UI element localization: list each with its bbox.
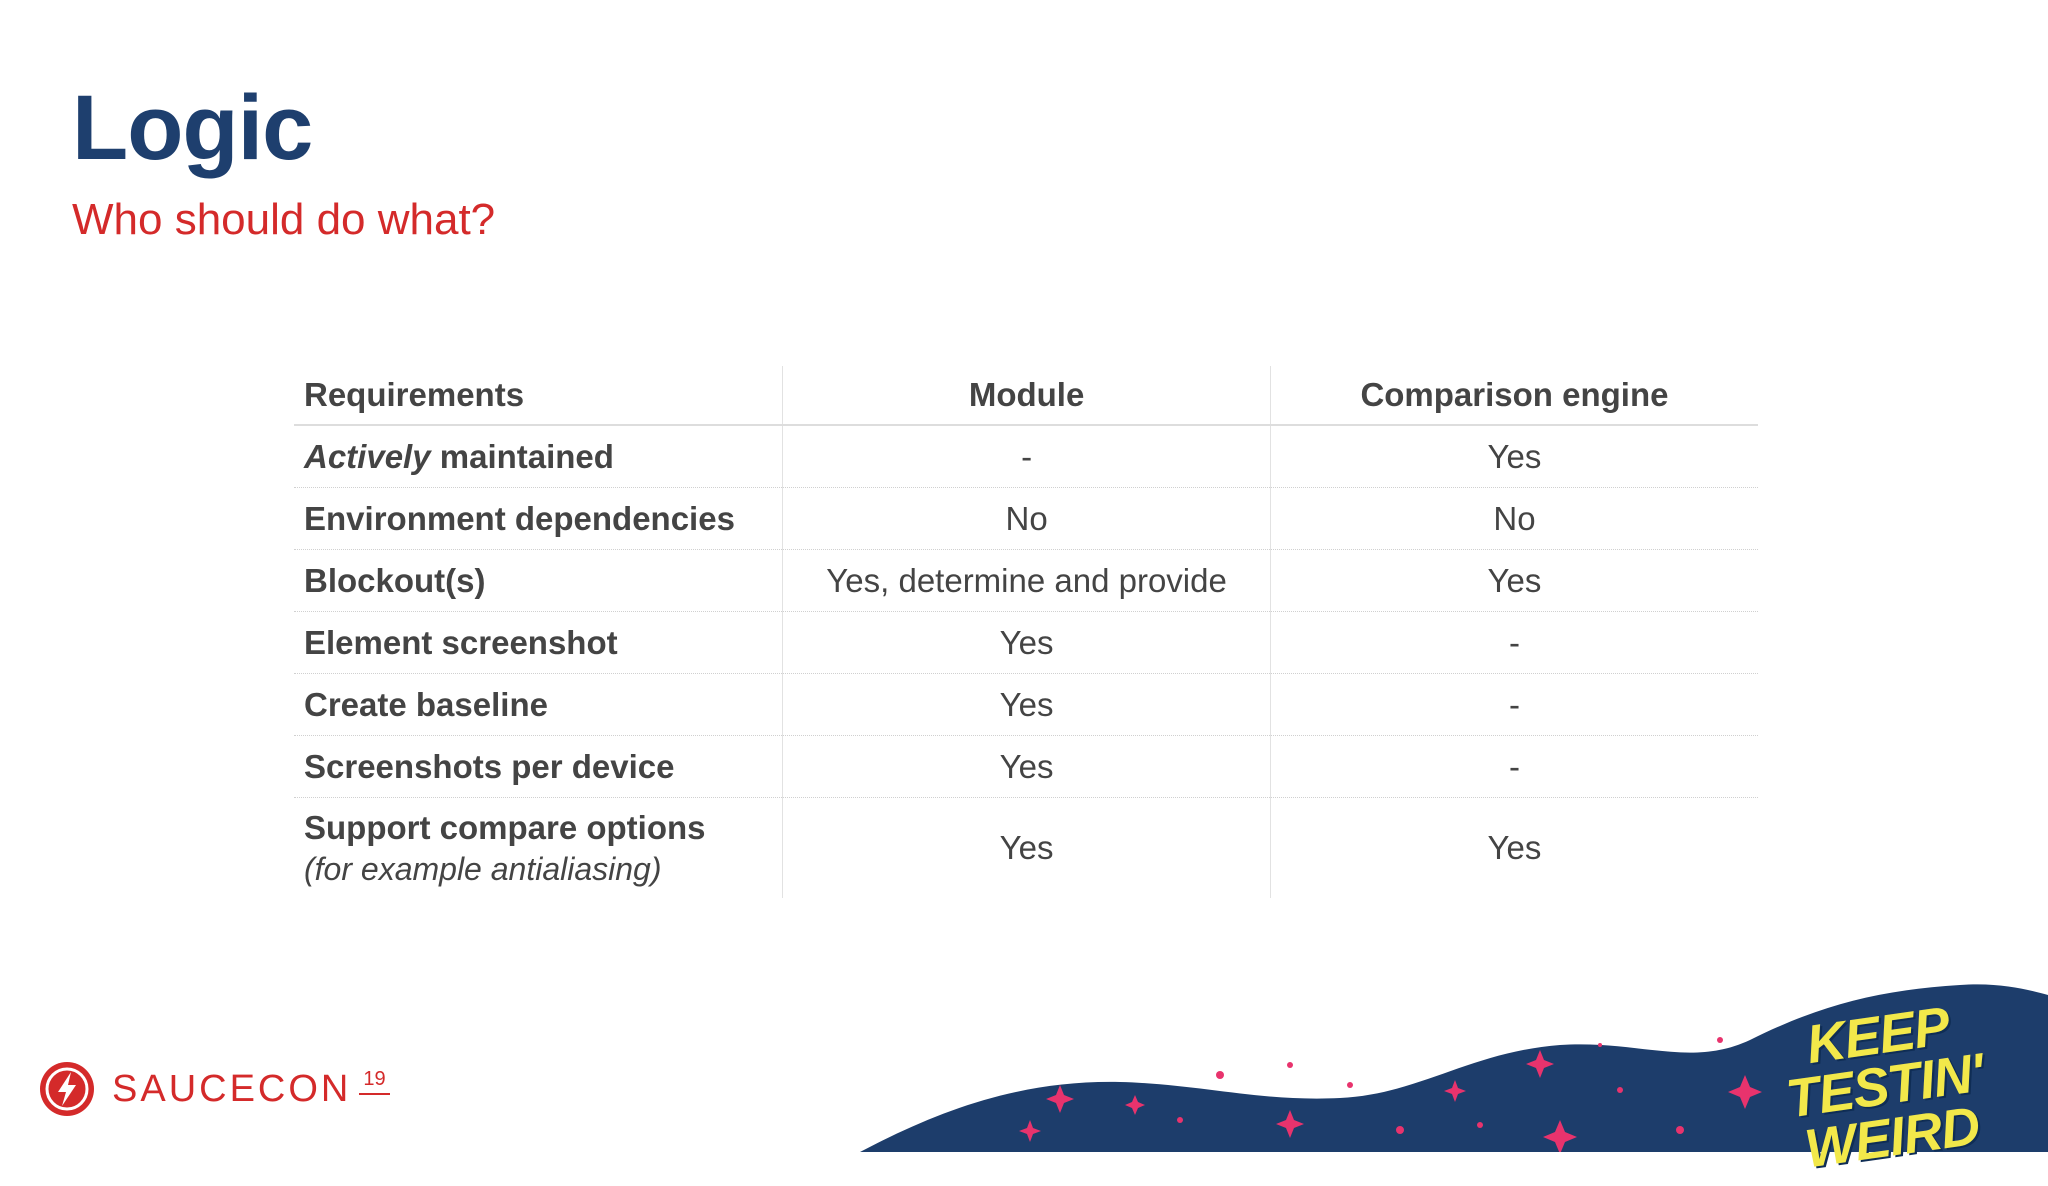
logo-text: SAUCECON — [112, 1068, 352, 1110]
requirement-text: Support compare options — [304, 808, 706, 846]
saucecon-logo: SAUCECON 19 — [38, 1060, 390, 1118]
row-module-value: No — [782, 487, 1271, 550]
requirement-note: (for example antialiasing) — [304, 850, 662, 887]
header-comparison-engine: Comparison engine — [1269, 366, 1758, 426]
row-engine-value: - — [1269, 673, 1758, 736]
row-module-value: Yes — [782, 611, 1271, 674]
row-requirement: Actively maintained — [294, 425, 783, 488]
logo-year: 19 — [359, 1068, 390, 1095]
table-row: Blockout(s) Yes, determine and provide Y… — [294, 549, 1758, 612]
requirement-text: maintained — [430, 437, 614, 475]
row-module-value: Yes — [782, 673, 1271, 736]
table-row: Environment dependencies No No — [294, 487, 1758, 550]
slide-subtitle: Who should do what? — [72, 195, 496, 244]
row-module-value: Yes — [782, 735, 1271, 798]
lightning-bolt-circle-icon — [40, 1062, 94, 1116]
row-module-value: Yes — [782, 797, 1271, 898]
row-engine-value: - — [1269, 735, 1758, 798]
table-row: Create baseline Yes - — [294, 673, 1758, 736]
row-module-value: - — [782, 425, 1271, 488]
row-module-value: Yes, determine and provide — [782, 549, 1271, 612]
row-requirement: Support compare options (for example anti… — [294, 798, 783, 899]
table-row: Actively maintained - Yes — [294, 425, 1758, 488]
row-requirement: Blockout(s) — [294, 549, 783, 612]
row-requirement: Create baseline — [294, 673, 783, 736]
table-row: Element screenshot Yes - — [294, 611, 1758, 674]
slide-title: Logic — [72, 77, 313, 179]
requirement-emphasis: Actively — [304, 437, 431, 475]
table-row: Screenshots per device Yes - — [294, 735, 1758, 798]
row-requirement: Element screenshot — [294, 611, 783, 674]
row-engine-value: - — [1269, 611, 1758, 674]
row-engine-value: Yes — [1269, 797, 1758, 898]
row-engine-value: Yes — [1269, 549, 1758, 612]
table-row: Support compare options (for example anti… — [294, 797, 1758, 899]
table-header-row: Requirements Module Comparison engine — [294, 366, 1758, 426]
header-requirements: Requirements — [294, 366, 783, 426]
row-engine-value: No — [1269, 487, 1758, 550]
requirements-table: Requirements Module Comparison engine Ac… — [294, 366, 1758, 898]
row-requirement: Screenshots per device — [294, 735, 783, 798]
row-engine-value: Yes — [1269, 425, 1758, 488]
header-module: Module — [782, 366, 1271, 426]
row-requirement: Environment dependencies — [294, 487, 783, 550]
keep-testin-weird-slogan: KEEP TESTIN' WEIRD — [1782, 995, 1988, 1179]
